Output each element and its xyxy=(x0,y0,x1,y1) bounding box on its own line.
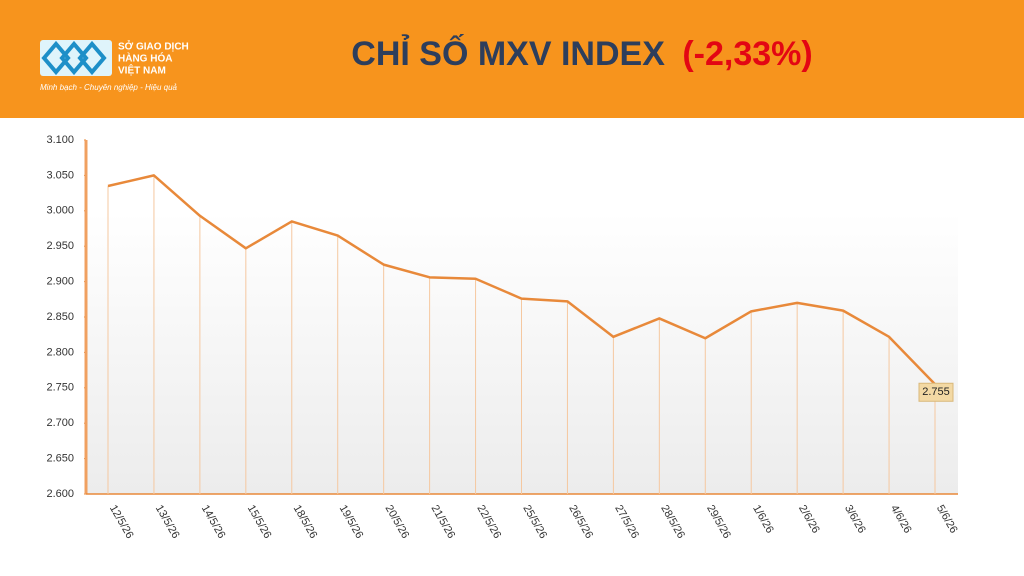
y-tick-label: 3.000 xyxy=(46,205,74,217)
logo-text: VIỆT NAM xyxy=(118,64,166,77)
y-tick-label: 2.650 xyxy=(46,453,74,465)
title-change: (-2,33%) xyxy=(682,35,812,73)
line xyxy=(107,174,936,386)
title-main: CHỈ SỐ MXV INDEX xyxy=(351,34,665,73)
header-bar xyxy=(0,0,1024,118)
y-tick-label: 2.600 xyxy=(46,488,74,500)
logo-text: SỞ GIAO DỊCH xyxy=(118,40,189,53)
y-tick-label: 2.850 xyxy=(46,311,74,323)
logo-text: HÀNG HÓA xyxy=(118,52,172,65)
chart-title: CHỈ SỐ MXV INDEX (-2,33%) xyxy=(351,34,812,73)
value-label: 2.755 xyxy=(922,386,950,398)
y-tick-label: 2.900 xyxy=(46,276,74,288)
y-tick-label: 2.950 xyxy=(46,240,74,252)
logo: SỞ GIAO DỊCH HÀNG HÓA VIỆT NAM Minh bạch… xyxy=(40,40,189,92)
logo-shape xyxy=(41,40,107,76)
y-tick-label: 3.050 xyxy=(46,169,74,181)
y-tick-label: 2.800 xyxy=(46,346,74,358)
y-tick-label: 2.750 xyxy=(46,382,74,394)
y-tick-label: 2.700 xyxy=(46,417,74,429)
value-label-box xyxy=(918,382,954,402)
y-tick-label: 3.100 xyxy=(46,134,74,146)
logo-tagline: Minh bạch - Chuyên nghiệp - Hiệu quả xyxy=(40,83,178,92)
